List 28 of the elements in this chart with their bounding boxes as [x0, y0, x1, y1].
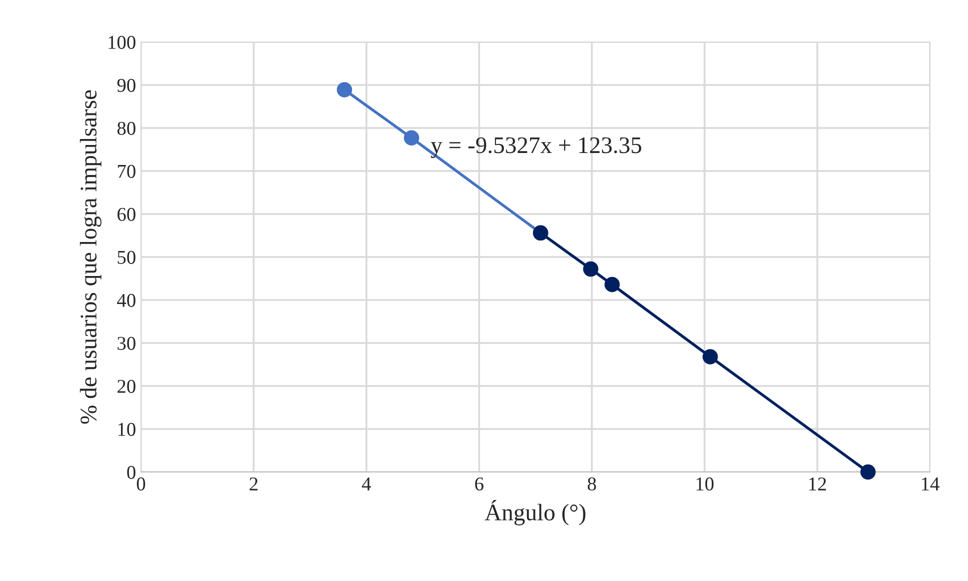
y-tick-label: 0	[127, 466, 136, 479]
point	[404, 130, 420, 146]
point	[860, 464, 876, 480]
x-tick-label: 10	[696, 477, 714, 491]
y-tick-label: 100	[108, 36, 136, 49]
y-tick-label: 70	[118, 164, 136, 178]
y-tick-label: 40	[117, 294, 136, 307]
x-tick-label: 0	[136, 477, 146, 491]
y-tick-label: 50	[118, 250, 136, 264]
x-tick-label: 6	[475, 477, 484, 491]
point	[336, 82, 352, 98]
x-tick-label: 8	[588, 477, 596, 491]
point	[604, 276, 620, 292]
annotation: y = -9.5327x + 123.35	[430, 137, 642, 158]
y-tick-label: 80	[117, 122, 136, 135]
x-axis-title: Ángulo (°)	[484, 500, 586, 526]
y-axis-title: % de usuarios que logra impulsarse	[80, 90, 102, 424]
x-tick-label: 2	[250, 477, 258, 490]
x-tick-label: 14	[922, 478, 940, 490]
y-tick-label: 30	[118, 336, 136, 350]
point	[583, 261, 598, 277]
point	[702, 349, 718, 364]
x-tick-label: 4	[362, 478, 371, 490]
y-tick-label: 10	[118, 422, 136, 436]
x-tick-label: 12	[809, 477, 826, 490]
y-tick-label: 20	[118, 380, 136, 393]
y-tick-label: 60	[118, 208, 136, 221]
y-tick-label: 90	[117, 78, 136, 92]
